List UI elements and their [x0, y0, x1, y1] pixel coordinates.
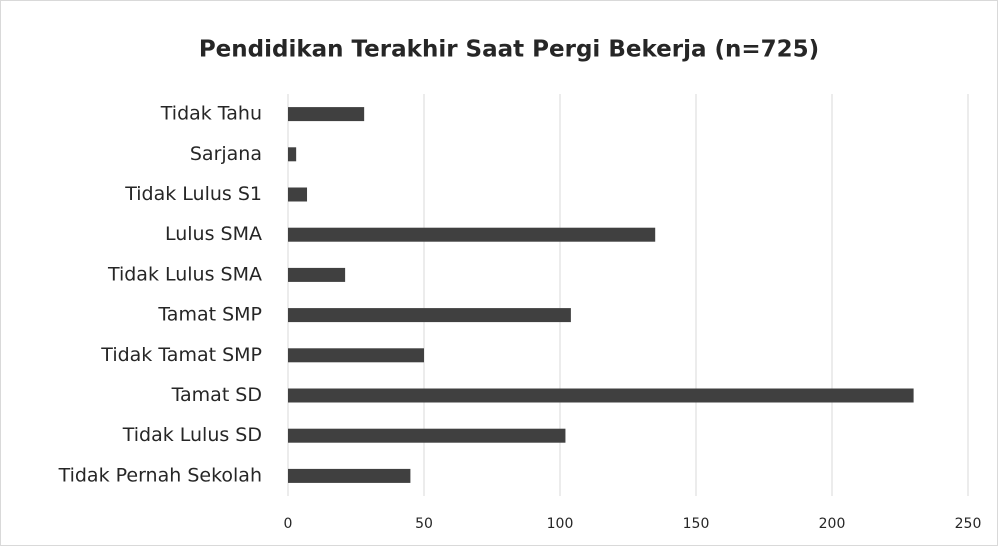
y-tick-label: Tidak Lulus SMA [107, 263, 262, 285]
bar [288, 227, 656, 242]
y-tick-label: Tidak Tahu [160, 103, 262, 125]
bar [288, 107, 365, 122]
y-tick-label: Sarjana [190, 143, 262, 165]
bar [288, 308, 571, 323]
x-tick-label: 50 [415, 516, 433, 532]
bar [288, 468, 411, 483]
bar [288, 348, 424, 363]
bar [288, 147, 297, 162]
y-tick-label: Tamat SD [171, 384, 262, 406]
y-tick-label: Tidak Lulus S1 [124, 183, 262, 205]
x-tick-label: 150 [683, 516, 710, 532]
x-tick-label: 250 [955, 516, 982, 532]
bar [288, 388, 914, 403]
x-tick-label: 0 [284, 516, 293, 532]
y-tick-label: Tidak Pernah Sekolah [58, 464, 262, 486]
x-tick-label: 100 [547, 516, 574, 532]
chart-title: Pendidikan Terakhir Saat Pergi Bekerja (… [199, 37, 819, 63]
bar [288, 187, 308, 202]
y-tick-label: Tidak Lulus SD [122, 424, 262, 446]
x-tick-label: 200 [819, 516, 846, 532]
y-tick-label: Tamat SMP [157, 304, 262, 326]
bar [288, 267, 346, 282]
y-tick-label: Lulus SMA [165, 223, 262, 245]
y-tick-label: Tidak Tamat SMP [100, 344, 262, 366]
bar [288, 428, 566, 443]
